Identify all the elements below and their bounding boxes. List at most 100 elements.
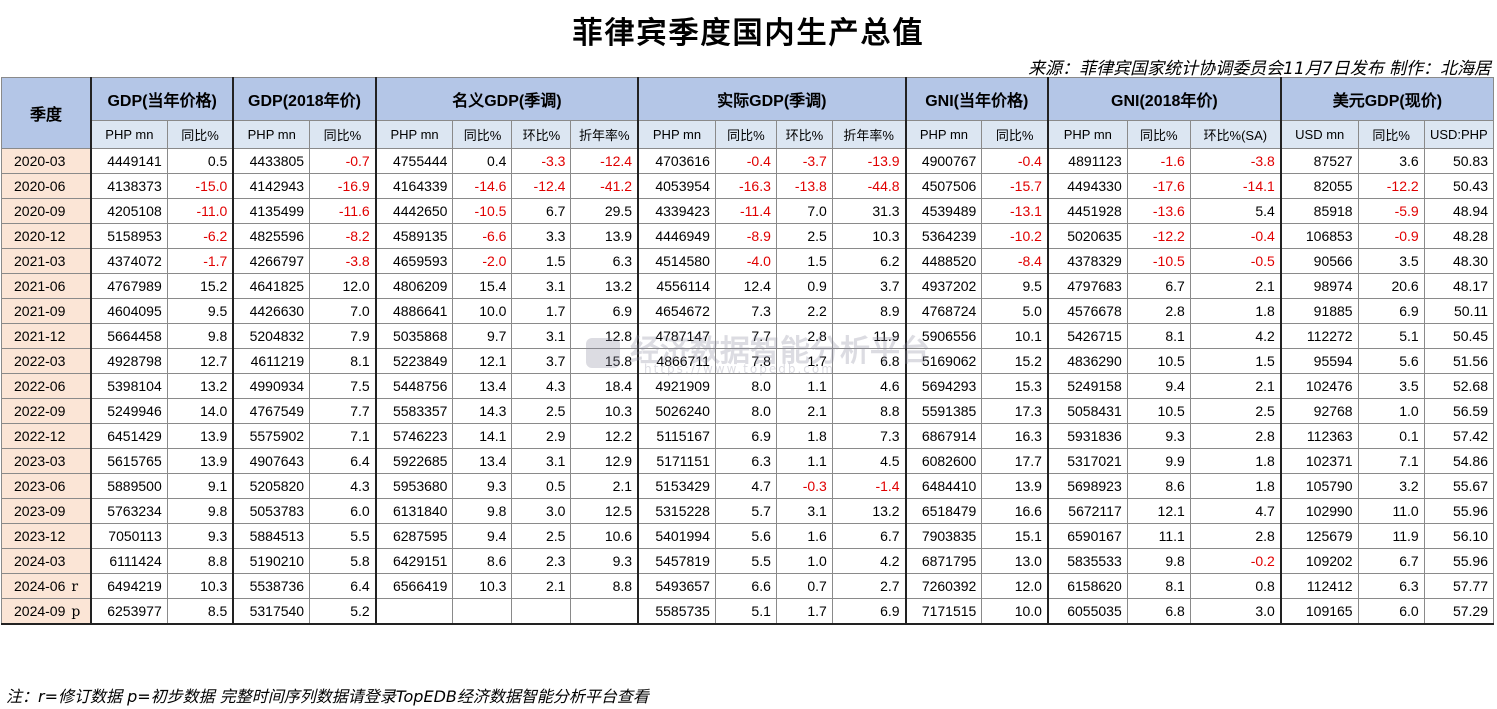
subheader-cell: 同比% [1126, 120, 1191, 149]
table-cell: 5204832 [232, 323, 311, 349]
table-cell: 2.1 [1189, 273, 1282, 299]
table-cell: 9.4 [452, 523, 513, 549]
table-cell: 9.5 [166, 298, 234, 324]
table-cell: 6.8 [1126, 598, 1191, 625]
table-cell: 4433805 [232, 148, 311, 174]
quarter-label: 2022-03 [14, 353, 66, 369]
table-cell: 5.8 [309, 548, 377, 574]
table-cell: 112363 [1279, 423, 1359, 449]
table-cell: 51.56 [1423, 348, 1495, 374]
table-cell: 13.9 [166, 423, 234, 449]
table-cell: 9.4 [1126, 373, 1191, 399]
table-cell: 1.8 [1189, 473, 1282, 499]
table-cell: 6494219 [89, 573, 168, 599]
quarter-cell: 2024-03 [0, 548, 92, 574]
table-cell: 4604095 [89, 298, 168, 324]
table-cell: 1.5 [775, 248, 833, 274]
table-cell: 13.2 [831, 498, 907, 524]
table-cell: 6.2 [831, 248, 907, 274]
table-cell: 4449141 [89, 148, 168, 174]
table-cell: 7171515 [904, 598, 983, 625]
table-cell: 5448756 [374, 373, 454, 399]
table-row: 2020-12 5158953 -6.2 4825596 -8.2 4589135 -6.6… [0, 223, 1495, 249]
table-cell: 7.1 [1357, 448, 1425, 474]
table-cell: 5058431 [1046, 398, 1128, 424]
table-cell: 92768 [1279, 398, 1359, 424]
table-cell: -14.1 [1189, 173, 1282, 199]
subheader-cell: 折年率% [570, 120, 639, 149]
table-cell: -10.5 [452, 198, 513, 224]
table-cell: 3.6 [1357, 148, 1425, 174]
table-cell: 15.2 [166, 273, 234, 299]
source-note: 来源：菲律宾国家统计协调委员会11月7日发布 制作：北海居 [1028, 59, 1491, 79]
table-cell: 1.5 [511, 248, 572, 274]
table-cell: -10.2 [981, 223, 1049, 249]
table-cell: 7.8 [714, 348, 777, 374]
table-cell: 5020635 [1046, 223, 1128, 249]
subheader-cell: 同比% [309, 120, 377, 149]
table-cell [511, 598, 572, 625]
table-cell: 7.0 [775, 198, 833, 224]
table-cell: 1.8 [1189, 298, 1282, 324]
subheader-cell: 同比% [981, 120, 1049, 149]
table-cell: 4907643 [232, 448, 311, 474]
table-cell: 1.1 [775, 373, 833, 399]
table-cell: 2.8 [1189, 523, 1282, 549]
table-cell: 5457819 [637, 548, 716, 574]
table-cell: 4.6 [831, 373, 907, 399]
table-cell: 10.0 [452, 298, 513, 324]
header-group-usd-gdp: 美元GDP(现价) [1279, 77, 1494, 121]
table-cell: 55.96 [1423, 498, 1495, 524]
table-cell: 3.2 [1357, 473, 1425, 499]
table-cell: -8.2 [309, 223, 377, 249]
table-cell: 4339423 [637, 198, 716, 224]
table-cell: 4576678 [1046, 298, 1128, 324]
table-cell: 57.29 [1423, 598, 1495, 625]
table-cell: 48.30 [1423, 248, 1495, 274]
table-cell: 5889500 [89, 473, 168, 499]
table-cell: 4767989 [89, 273, 168, 299]
table-cell: 7.7 [309, 398, 377, 424]
table-cell: 4611219 [232, 348, 311, 374]
quarter-label: 2021-06 [14, 278, 66, 294]
header-group-gdp-2018: GDP(2018年价) [232, 77, 377, 121]
table-row: 2021-12 5664458 9.8 5204832 7.9 5035868 9.7 3.1… [0, 323, 1495, 349]
quarter-label: 2023-03 [14, 453, 66, 469]
subheader-cell: PHP mn [232, 120, 311, 149]
table-cell: 31.3 [831, 198, 907, 224]
table-cell: 6.3 [570, 248, 639, 274]
table-cell: 12.0 [981, 573, 1049, 599]
table-cell: 5426715 [1046, 323, 1128, 349]
table-cell: 0.7 [775, 573, 833, 599]
table-cell: 87527 [1279, 148, 1359, 174]
table-cell: 13.9 [981, 473, 1049, 499]
table-cell: 8.1 [1126, 323, 1191, 349]
table-cell: 6.3 [1357, 573, 1425, 599]
table-cell: 6871795 [904, 548, 983, 574]
quarter-label: 2024-09 [14, 602, 66, 619]
table-cell: 6.7 [511, 198, 572, 224]
table-cell: 109202 [1279, 548, 1359, 574]
quarter-label: 2022-12 [14, 428, 66, 444]
table-cell: -41.2 [570, 173, 639, 199]
table-cell: 4488520 [904, 248, 983, 274]
table-cell: 10.3 [570, 398, 639, 424]
quarter-cell: 2022-03 [0, 348, 92, 374]
table-cell: 3.1 [775, 498, 833, 524]
gdp-table: 季度 GDP(当年价格) GDP(2018年价) 名义GDP(季调) 实际GDP… [0, 77, 1495, 625]
table-cell: 15.4 [452, 273, 513, 299]
table-cell: -1.6 [1126, 148, 1191, 174]
table-cell: 4426630 [232, 298, 311, 324]
table-cell: 50.43 [1423, 173, 1495, 199]
table-cell: 1.7 [775, 348, 833, 374]
subheader-cell: 环比% [511, 120, 572, 149]
table-cell: 5249946 [89, 398, 168, 424]
table-cell: 4205108 [89, 198, 168, 224]
table-cell: 5315228 [637, 498, 716, 524]
table-cell: 102990 [1279, 498, 1359, 524]
table-cell: 0.5 [166, 148, 234, 174]
revision-mark: r [71, 578, 79, 595]
table-cell: 4451928 [1046, 198, 1128, 224]
table-cell: 9.5 [981, 273, 1049, 299]
table-cell: -13.6 [1126, 198, 1191, 224]
